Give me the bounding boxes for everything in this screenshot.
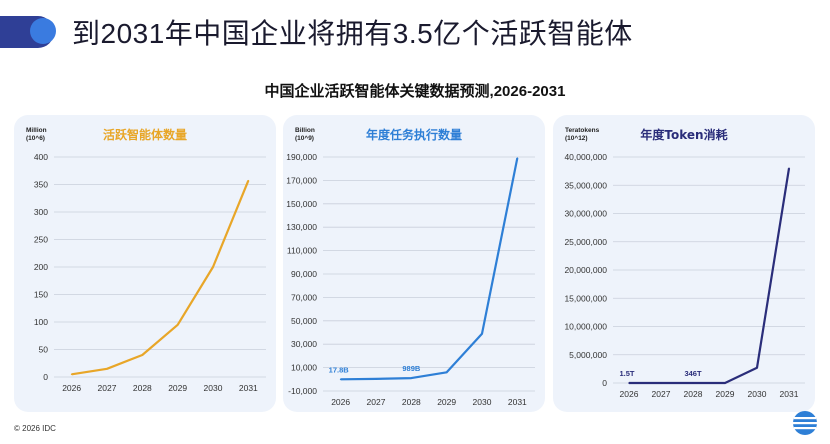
data-point bbox=[724, 382, 726, 384]
y-unit-label: Million bbox=[26, 127, 47, 134]
y-tick-label: 50 bbox=[39, 345, 49, 355]
x-tick-label: 2027 bbox=[652, 389, 671, 399]
data-point bbox=[106, 367, 108, 370]
data-point bbox=[375, 378, 377, 380]
y-tick-label: 170,000 bbox=[286, 175, 317, 185]
y-unit-label: (10^6) bbox=[26, 134, 45, 142]
data-point bbox=[70, 373, 73, 376]
y-tick-label: 130,000 bbox=[286, 222, 317, 232]
data-label: 17.8B bbox=[329, 365, 350, 374]
data-point bbox=[756, 366, 758, 369]
y-tick-label: 5,000,000 bbox=[569, 350, 607, 360]
data-label: 346T bbox=[684, 369, 702, 378]
data-point bbox=[410, 377, 413, 379]
chart-card-token-consumption: Teratokens (10^12) 年度Token消耗 0 5,000,000 10,0… bbox=[553, 115, 815, 412]
x-tick-label: 2031 bbox=[239, 383, 258, 393]
chart-title: 活跃智能体数量 bbox=[103, 127, 187, 142]
x-tick-label: 2026 bbox=[331, 397, 350, 407]
chart-card-active-agents: Million (10^6) 活跃智能体数量 0 50 100 150 200 250 300 35… bbox=[14, 115, 276, 412]
x-tick-label: 2030 bbox=[204, 383, 223, 393]
y-tick-label: 350 bbox=[34, 180, 48, 190]
x-tick-label: 2029 bbox=[168, 383, 187, 393]
y-tick-label: 40,000,000 bbox=[564, 152, 607, 162]
data-label: 1.5T bbox=[619, 369, 634, 378]
data-point bbox=[339, 378, 342, 381]
chart-card-annual-tasks: Billion (10^9) 年度任务执行数量 -10,000 10,000 30,000… bbox=[283, 115, 545, 412]
y-tick-label: 400 bbox=[34, 152, 48, 162]
y-tick-label: 35,000,000 bbox=[564, 180, 607, 190]
idc-globe-icon bbox=[793, 411, 817, 435]
x-tick-label: 2027 bbox=[98, 383, 117, 393]
data-point bbox=[445, 371, 448, 374]
chart-annual-tasks: Billion(10^9) 年度任务执行数量 -10,000 10,000 30,000… bbox=[286, 127, 535, 407]
data-point bbox=[176, 323, 179, 326]
x-tick-label: 2030 bbox=[473, 397, 492, 407]
x-tick-label: 2030 bbox=[748, 389, 767, 399]
title-accent-dot bbox=[30, 18, 56, 44]
y-tick-label: 110,000 bbox=[287, 246, 317, 256]
data-point bbox=[516, 157, 519, 159]
y-tick-label: 0 bbox=[602, 378, 607, 388]
title-bar: 到2031年中国企业将拥有3.5亿个活跃智能体 bbox=[0, 14, 830, 56]
data-point bbox=[481, 332, 483, 335]
y-tick-label: 10,000 bbox=[291, 363, 317, 373]
data-label: 989B bbox=[402, 364, 421, 373]
y-tick-label: 190,000 bbox=[286, 152, 317, 162]
y-unit-label: (10^9) bbox=[295, 134, 314, 142]
chart-title: 年度Token消耗 bbox=[640, 127, 727, 142]
x-tick-label: 2029 bbox=[437, 397, 456, 407]
x-tick-label: 2027 bbox=[367, 397, 386, 407]
x-tick-label: 2031 bbox=[508, 397, 527, 407]
x-tick-label: 2028 bbox=[133, 383, 152, 393]
series-line bbox=[629, 168, 791, 385]
y-tick-label: -10,000 bbox=[288, 386, 317, 396]
y-tick-label: 250 bbox=[34, 235, 48, 245]
chart-active-agents: Million(10^6) 活跃智能体数量 0 50 100 150 200 250 300 35… bbox=[26, 127, 266, 393]
y-tick-label: 30,000 bbox=[291, 339, 317, 349]
chart-group-subtitle: 中国企业活跃智能体关键数据预测,2026-2031 bbox=[264, 83, 566, 100]
y-tick-label: 50,000 bbox=[291, 316, 317, 326]
copyright-text: © 2026 IDC bbox=[14, 424, 56, 433]
x-tick-label: 2031 bbox=[780, 389, 799, 399]
data-point bbox=[247, 179, 250, 182]
y-tick-label: 150,000 bbox=[286, 199, 317, 209]
data-point bbox=[788, 167, 790, 170]
y-unit-label: Teratokens bbox=[565, 127, 600, 134]
page-title: 到2031年中国企业将拥有3.5亿个活跃智能体 bbox=[72, 18, 633, 49]
x-tick-label: 2028 bbox=[684, 389, 703, 399]
y-tick-label: 15,000,000 bbox=[564, 293, 607, 303]
x-tick-label: 2026 bbox=[620, 389, 639, 399]
y-unit-label: Billion bbox=[295, 127, 315, 134]
data-point bbox=[628, 382, 630, 384]
y-tick-label: 70,000 bbox=[291, 292, 317, 302]
y-tick-label: 20,000,000 bbox=[564, 265, 607, 275]
y-tick-label: 30,000,000 bbox=[564, 209, 607, 219]
data-point bbox=[141, 354, 144, 356]
y-tick-label: 150 bbox=[34, 290, 48, 300]
y-tick-label: 0 bbox=[43, 372, 48, 382]
x-tick-label: 2028 bbox=[402, 397, 421, 407]
series-line bbox=[340, 157, 519, 381]
y-tick-label: 300 bbox=[34, 207, 48, 217]
y-tick-label: 10,000,000 bbox=[564, 322, 607, 332]
data-point bbox=[692, 382, 694, 384]
x-tick-label: 2026 bbox=[62, 383, 81, 393]
y-tick-label: 200 bbox=[34, 262, 48, 272]
x-tick-label: 2029 bbox=[716, 389, 735, 399]
chart-title: 年度任务执行数量 bbox=[366, 127, 462, 142]
y-tick-label: 90,000 bbox=[291, 269, 317, 279]
y-tick-label: 25,000,000 bbox=[564, 237, 607, 247]
chart-token-consumption: Teratokens(10^12) 年度Token消耗 0 5,000,000 10,0… bbox=[564, 127, 805, 399]
series-line bbox=[71, 180, 250, 376]
data-point bbox=[660, 382, 662, 384]
y-unit-label: (10^12) bbox=[565, 134, 588, 142]
data-point bbox=[212, 266, 214, 268]
y-tick-label: 100 bbox=[34, 317, 48, 327]
